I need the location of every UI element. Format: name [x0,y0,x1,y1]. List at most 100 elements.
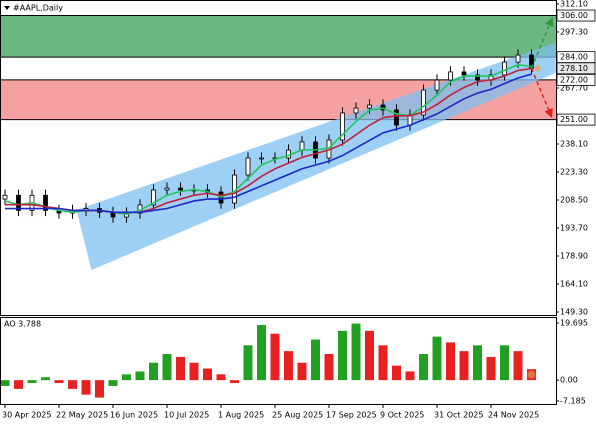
ao-bar [513,351,523,381]
y-tick-label: 267.70 [560,84,588,93]
y-tick-label: 178.90 [560,252,588,261]
ao-bar [176,356,185,381]
candle-body [164,187,170,191]
level-label: 278.10 [560,64,588,73]
candle-body [286,149,291,159]
candle-body [2,194,8,200]
x-tick-label: 25 Aug 2025 [272,411,323,420]
ao-bar [95,380,104,398]
ao-bar [216,374,226,381]
ao-bar [500,345,509,381]
price-panel-frame [0,0,557,316]
candle-body [43,194,48,211]
ao-bar [27,380,37,384]
candle-body [448,71,453,81]
candle-body [502,61,507,76]
x-tick-label: 31 Oct 2025 [434,411,483,420]
y-tick-label: 149.30 [560,308,588,317]
y-tick-label: 19.695 [560,319,588,328]
ao-panel-frame [0,317,557,405]
target-arrow [530,17,554,69]
candle-body [16,194,21,211]
menu-triangle [4,6,10,10]
ao-bar [405,371,415,381]
candle-body [178,187,183,191]
ao-bar [311,339,320,381]
candle-body [367,104,372,109]
ao-bar [108,380,118,386]
ao-bar [41,377,50,381]
ao-bar [162,354,172,381]
y-tick-label: 164.10 [560,280,588,289]
ao-bar [149,362,158,381]
candle-body [245,157,251,176]
ao-bar [365,330,374,381]
candle-body [475,74,480,81]
ao-bar [135,371,145,381]
candle-body [353,107,359,114]
y-tick-label: 312.10 [560,0,588,9]
ao-bar [230,380,239,384]
ao-bar [81,380,91,395]
level-label: 284.00 [560,53,588,62]
candle-body [515,54,521,63]
target-arrow [530,68,553,118]
y-tick-label: 193.70 [560,224,588,233]
ao-bar [189,362,199,381]
ao-bar [270,333,280,381]
x-tick-label: 16 Jun 2025 [110,411,158,420]
ao-bar [284,351,293,381]
ao-bar [392,365,401,381]
ao-bar [473,345,482,381]
ao-bar [68,380,77,389]
ao-bar [0,380,10,386]
ao-bar [486,356,496,381]
y-tick-label: 297.30 [560,28,588,37]
candle-body [421,89,426,116]
zone [1,15,556,58]
x-tick-label: 30 Apr 2025 [2,411,51,420]
ao-bar [203,368,212,381]
ao-bar [122,374,131,381]
y-tick-label: 208.50 [560,196,588,205]
candle-body [340,112,345,141]
candle-body [151,189,156,206]
x-tick-label: 10 Jul 2025 [164,411,209,420]
y-tick-label: -7.185 [560,397,586,406]
candle-body [394,109,399,126]
ao-bar [432,336,442,381]
y-tick-label: 238.10 [560,140,588,149]
level-label: 272.00 [560,75,588,84]
ao-bar [324,354,334,381]
end-marker [527,370,536,379]
ao-bar [419,354,428,381]
y-tick-label: 0.00 [560,376,578,385]
candle-body [299,141,305,151]
y-tick-label: 223.30 [560,168,588,177]
indicator-title: AO 3.788 [4,320,41,329]
level-label: 306.00 [560,11,588,20]
x-tick-label: 22 May 2025 [56,411,108,420]
end-marker [534,65,541,72]
candle-body [434,79,440,91]
ao-bar [14,380,23,389]
ao-bar [338,330,347,381]
ao-bar [257,325,266,381]
x-tick-label: 17 Sep 2025 [326,411,377,420]
x-tick-label: 1 Aug 2025 [218,411,264,420]
ao-bar [351,323,361,381]
ao-bar [54,380,64,384]
ao-bar [459,351,469,381]
candle-body [461,71,467,76]
candle-body [259,157,264,160]
level-label: 251.00 [560,115,588,124]
ao-bar [297,362,307,381]
ao-bar [378,345,388,381]
moving-average [5,73,532,214]
ao-bar [243,345,253,381]
ao-bar [446,342,455,381]
chart-title: #AAPL,Daily [13,4,63,13]
x-tick-label: 24 Nov 2025 [488,411,539,420]
x-tick-label: 9 Oct 2025 [380,411,424,420]
